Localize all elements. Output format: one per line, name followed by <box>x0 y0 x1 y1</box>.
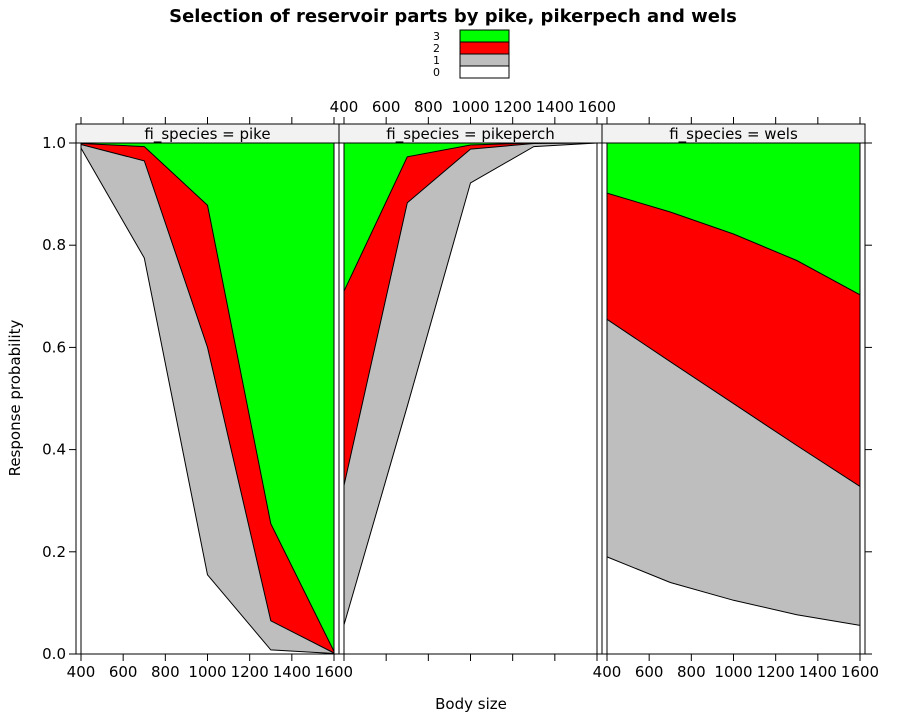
x-tick-label: 1400 <box>273 663 311 681</box>
boundary-line-2 <box>606 192 861 296</box>
x-tick-label: 1400 <box>799 663 837 681</box>
x-tick-label: 1200 <box>494 98 532 116</box>
panel-0: fi_species = pike <box>75 123 340 655</box>
boundary-line-2 <box>80 143 335 652</box>
strip-label: fi_species = pike <box>144 125 270 144</box>
x-tick-label: 400 <box>330 98 359 116</box>
x-tick-label: 800 <box>151 663 180 681</box>
legend-swatch-2 <box>459 41 510 55</box>
area-level-0 <box>81 148 334 654</box>
x-tick-label: 800 <box>677 663 706 681</box>
panel-1: fi_species = pikeperch <box>338 123 603 655</box>
x-tick-label: 1600 <box>841 663 879 681</box>
boundary-line-0 <box>80 147 335 654</box>
panel-2: fi_species = wels <box>601 123 866 655</box>
legend-swatch-3 <box>459 29 510 43</box>
boundary-line-0 <box>343 142 598 626</box>
panels: fi_species = pike fi_species = pikeperch f… <box>75 123 866 655</box>
x-tick-label: 1000 <box>451 98 489 116</box>
x-tick-label: 1600 <box>578 98 616 116</box>
legend-label-0: 0 <box>433 66 440 79</box>
x-tick-label: 1200 <box>757 663 795 681</box>
x-axis-label: Body size <box>435 695 507 713</box>
x-tick-label: 1200 <box>231 663 269 681</box>
x-tick-label: 400 <box>67 663 96 681</box>
strip-label: fi_species = pikeperch <box>386 125 555 144</box>
x-tick-label: 1400 <box>536 98 574 116</box>
boundary-line-0 <box>606 556 861 626</box>
y-tick-label: 0.4 <box>42 441 66 459</box>
legend-label-3: 3 <box>433 30 440 43</box>
x-tick-label: 1000 <box>714 663 752 681</box>
legend-swatch-0 <box>459 65 510 79</box>
y-tick-label: 0.2 <box>42 543 66 561</box>
y-tick-label: 0.8 <box>42 236 66 254</box>
area-level-0 <box>344 143 597 654</box>
strip-label: fi_species = wels <box>669 125 798 144</box>
area-level-0 <box>607 556 860 654</box>
x-tick-label: 1600 <box>315 663 353 681</box>
x-tick-label: 800 <box>414 98 443 116</box>
y-tick-label: 1.0 <box>42 134 66 152</box>
x-tick-label: 400 <box>593 663 622 681</box>
x-tick-label: 600 <box>635 663 664 681</box>
y-tick-label: 0.0 <box>42 645 66 663</box>
chart-title: Selection of reservoir parts by pike, pi… <box>169 6 737 27</box>
boundary-line-1 <box>606 318 861 487</box>
x-tick-label: 600 <box>372 98 401 116</box>
boundary-line-1 <box>80 144 335 654</box>
y-axis-label: Response probability <box>6 319 24 476</box>
x-tick-label: 1000 <box>188 663 226 681</box>
legend-label-2: 2 <box>433 42 440 55</box>
area-level-1 <box>607 319 860 654</box>
legend-label-1: 1 <box>433 54 440 67</box>
x-tick-label: 600 <box>109 663 138 681</box>
legend-swatch-1 <box>459 53 510 67</box>
y-tick-label: 0.6 <box>42 338 66 356</box>
